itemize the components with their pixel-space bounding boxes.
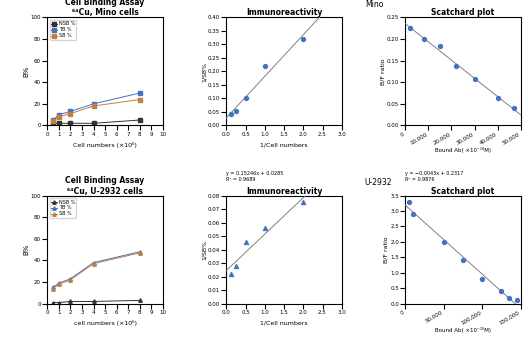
Point	[299, 36, 308, 42]
X-axis label: 1/Cell numbers: 1/Cell numbers	[260, 142, 308, 147]
Legend: NSB %, TB %, SB %: NSB %, TB %, SB %	[50, 20, 76, 40]
X-axis label: Cell numbers (×10⁶): Cell numbers (×10⁶)	[73, 142, 137, 148]
SB %	[50, 119, 56, 123]
Y-axis label: 1/SB%: 1/SB%	[201, 61, 206, 82]
Point	[436, 44, 444, 49]
Point	[232, 108, 240, 113]
NSB %	[67, 299, 74, 304]
NSB %	[56, 121, 62, 125]
Y-axis label: 1/SB%: 1/SB%	[201, 239, 206, 260]
Point	[497, 289, 505, 294]
Point	[478, 276, 487, 282]
Point	[470, 76, 479, 82]
X-axis label: cell numbers (×10⁶): cell numbers (×10⁶)	[74, 320, 137, 326]
Line: SB %: SB %	[52, 251, 141, 290]
Point	[232, 263, 240, 269]
X-axis label: Bound Ab( ×10⁻¹⁰M): Bound Ab( ×10⁻¹⁰M)	[435, 327, 491, 333]
SB %	[67, 278, 74, 282]
Line: SB %: SB %	[52, 98, 141, 123]
TB %	[90, 102, 97, 106]
Point	[420, 36, 428, 42]
Line: TB %: TB %	[52, 250, 141, 289]
Title: Cell Binding Assay
⁶⁴Cu, Mino cells: Cell Binding Assay ⁶⁴Cu, Mino cells	[65, 0, 145, 17]
Line: NSB %: NSB %	[52, 299, 141, 304]
NSB %	[90, 299, 97, 304]
Title: Scatchard plot: Scatchard plot	[431, 187, 494, 195]
Point	[493, 95, 502, 101]
Point	[241, 239, 250, 244]
Y-axis label: B%: B%	[23, 66, 29, 77]
Y-axis label: B/F ratio: B/F ratio	[380, 58, 386, 85]
TB %	[56, 281, 62, 285]
Point	[409, 211, 417, 217]
Title: Immunoreactivity: Immunoreactivity	[246, 8, 322, 17]
Point	[227, 271, 235, 277]
NSB %	[137, 298, 143, 303]
Point	[513, 297, 521, 303]
NSB %	[56, 300, 62, 305]
Point	[406, 25, 414, 31]
Point	[405, 199, 413, 205]
TB %	[50, 285, 56, 290]
Point	[505, 295, 513, 301]
Legend: NSB %, TB %, SB %: NSB %, TB %, SB %	[50, 198, 76, 218]
NSB %	[50, 300, 56, 305]
SB %	[56, 282, 62, 286]
TB %	[56, 112, 62, 117]
Point	[459, 258, 467, 263]
Title: Immunoreactivity: Immunoreactivity	[246, 187, 322, 195]
Point	[227, 111, 235, 117]
Point	[241, 96, 250, 101]
SB %	[90, 104, 97, 108]
TB %	[50, 118, 56, 122]
Text: Mino: Mino	[365, 0, 383, 9]
SB %	[56, 115, 62, 119]
Point	[510, 105, 518, 111]
NSB %	[90, 121, 97, 125]
TB %	[67, 109, 74, 113]
SB %	[50, 287, 56, 291]
Point	[440, 239, 448, 245]
Line: TB %: TB %	[52, 91, 141, 122]
Text: y = 0.15246x + 0.0285
R² = 0.9689: y = 0.15246x + 0.0285 R² = 0.9689	[226, 171, 284, 181]
Text: U-2932: U-2932	[365, 178, 392, 187]
TB %	[137, 91, 143, 95]
Point	[260, 225, 269, 231]
Title: Scatchard plot: Scatchard plot	[431, 8, 494, 17]
TB %	[90, 260, 97, 265]
Title: Cell Binding Assay
⁶⁴Cu, U-2932 cells: Cell Binding Assay ⁶⁴Cu, U-2932 cells	[65, 176, 145, 195]
Point	[260, 63, 269, 69]
TB %	[137, 250, 143, 254]
Y-axis label: B/F ratio: B/F ratio	[384, 236, 389, 263]
Point	[299, 200, 308, 205]
X-axis label: Bound Ab( ×10⁻¹⁰M): Bound Ab( ×10⁻¹⁰M)	[435, 147, 491, 153]
SB %	[90, 262, 97, 266]
NSB %	[67, 121, 74, 125]
SB %	[137, 97, 143, 102]
Y-axis label: B%: B%	[23, 244, 29, 255]
Point	[452, 63, 460, 69]
SB %	[67, 111, 74, 116]
TB %	[67, 277, 74, 281]
Line: NSB %: NSB %	[52, 118, 141, 125]
SB %	[137, 251, 143, 255]
NSB %	[137, 118, 143, 122]
Text: y = −0.0043x + 0.2317
R² = 0.9876: y = −0.0043x + 0.2317 R² = 0.9876	[405, 171, 463, 181]
NSB %	[50, 121, 56, 125]
X-axis label: 1/Cell numbers: 1/Cell numbers	[260, 320, 308, 325]
